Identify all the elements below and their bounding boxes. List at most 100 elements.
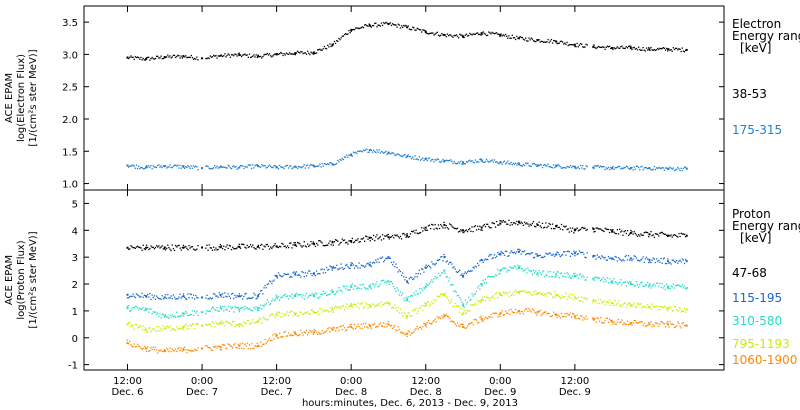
scatter-dot <box>595 321 597 323</box>
data-point <box>368 264 371 267</box>
scatter-dot <box>605 167 607 169</box>
data-point <box>555 293 558 296</box>
scatter-dot <box>242 306 244 308</box>
scatter-dot <box>232 306 234 309</box>
scatter-dot <box>139 326 141 328</box>
scatter-dot <box>471 226 473 228</box>
scatter-dot <box>662 258 664 260</box>
scatter-dot <box>679 308 681 310</box>
scatter-dot <box>431 261 433 263</box>
data-point <box>201 57 204 60</box>
scatter-dot <box>207 166 209 168</box>
scatter-dot <box>433 34 435 36</box>
scatter-dot <box>568 314 570 316</box>
scatter-dot <box>625 165 628 167</box>
scatter-dot <box>263 165 265 167</box>
scatter-dot <box>226 244 228 246</box>
scatter-dot <box>410 332 413 334</box>
scatter-dot <box>620 259 622 261</box>
scatter-dot <box>497 33 499 35</box>
scatter-dot <box>390 236 393 238</box>
scatter-dot <box>463 273 465 275</box>
scatter-dot <box>162 313 164 315</box>
scatter-dot <box>489 299 491 301</box>
scatter-dot <box>312 294 314 296</box>
scatter-dot <box>441 255 443 258</box>
scatter-dot <box>673 326 676 329</box>
scatter-dot <box>510 250 512 252</box>
scatter-dot <box>294 272 296 274</box>
scatter-dot <box>161 329 163 331</box>
scatter-dot <box>257 293 260 296</box>
scatter-dot <box>325 48 328 50</box>
scatter-dot <box>482 320 484 322</box>
scatter-dot <box>602 301 604 303</box>
scatter-dot <box>530 224 532 226</box>
scatter-dot <box>346 285 348 287</box>
data-point <box>331 308 334 311</box>
scatter-dot <box>166 316 168 318</box>
scatter-dot <box>556 224 558 226</box>
scatter-dot <box>210 247 213 249</box>
scatter-dot <box>188 328 190 330</box>
scatter-dot <box>668 168 670 170</box>
scatter-dot <box>549 270 551 273</box>
scatter-dot <box>650 230 652 233</box>
scatter-dot <box>243 167 245 170</box>
scatter-dot <box>442 317 444 319</box>
scatter-dot <box>365 265 367 267</box>
scatter-dot <box>534 225 536 228</box>
scatter-dot <box>208 310 210 312</box>
scatter-dot <box>399 291 402 293</box>
scatter-dot <box>293 271 295 273</box>
scatter-dot <box>583 317 585 319</box>
scatter-dot <box>390 152 393 154</box>
scatter-dot <box>624 256 626 258</box>
scatter-dot <box>207 310 209 313</box>
scatter-dot <box>627 323 630 326</box>
scatter-dot <box>537 164 539 166</box>
scatter-dot <box>619 281 621 284</box>
scatter-dot <box>554 313 556 315</box>
scatter-dot <box>424 324 426 327</box>
scatter-dot <box>371 303 374 305</box>
scatter-dot <box>344 156 347 158</box>
scatter-dot <box>447 280 450 282</box>
scatter-dot <box>606 45 609 47</box>
scatter-dot <box>627 255 630 257</box>
scatter-dot <box>131 246 133 248</box>
scatter-dot <box>604 304 606 306</box>
scatter-dot <box>508 219 510 222</box>
scatter-dot <box>360 150 362 152</box>
scatter-dot <box>652 257 654 259</box>
data-point <box>368 324 371 327</box>
scatter-dot <box>191 310 194 312</box>
scatter-dot <box>341 35 343 37</box>
scatter-dot <box>378 323 380 326</box>
scatter-dot <box>523 221 526 223</box>
scatter-dot <box>601 46 603 49</box>
scatter-dot <box>359 327 361 329</box>
scatter-dot <box>638 286 640 288</box>
scatter-dot <box>235 324 237 326</box>
scatter-dot <box>569 165 572 167</box>
scatter-dot <box>323 292 326 294</box>
scatter-dot <box>196 56 198 58</box>
scatter-dot <box>365 235 367 237</box>
scatter-dot <box>318 313 320 316</box>
scatter-dot <box>135 56 138 59</box>
scatter-dot <box>153 295 156 297</box>
scatter-dot <box>138 326 140 328</box>
scatter-dot <box>186 351 188 354</box>
scatter-dot <box>487 318 489 320</box>
data-point <box>462 274 465 277</box>
scatter-dot <box>301 332 303 334</box>
scatter-dot <box>402 315 404 317</box>
scatter-dot <box>584 256 586 258</box>
scatter-dot <box>648 235 650 238</box>
scatter-dot <box>538 165 540 167</box>
legend-entry: 115-195 <box>732 291 782 305</box>
scatter-dot <box>635 165 638 167</box>
scatter-dot <box>564 167 566 169</box>
scatter-dot <box>379 283 381 285</box>
